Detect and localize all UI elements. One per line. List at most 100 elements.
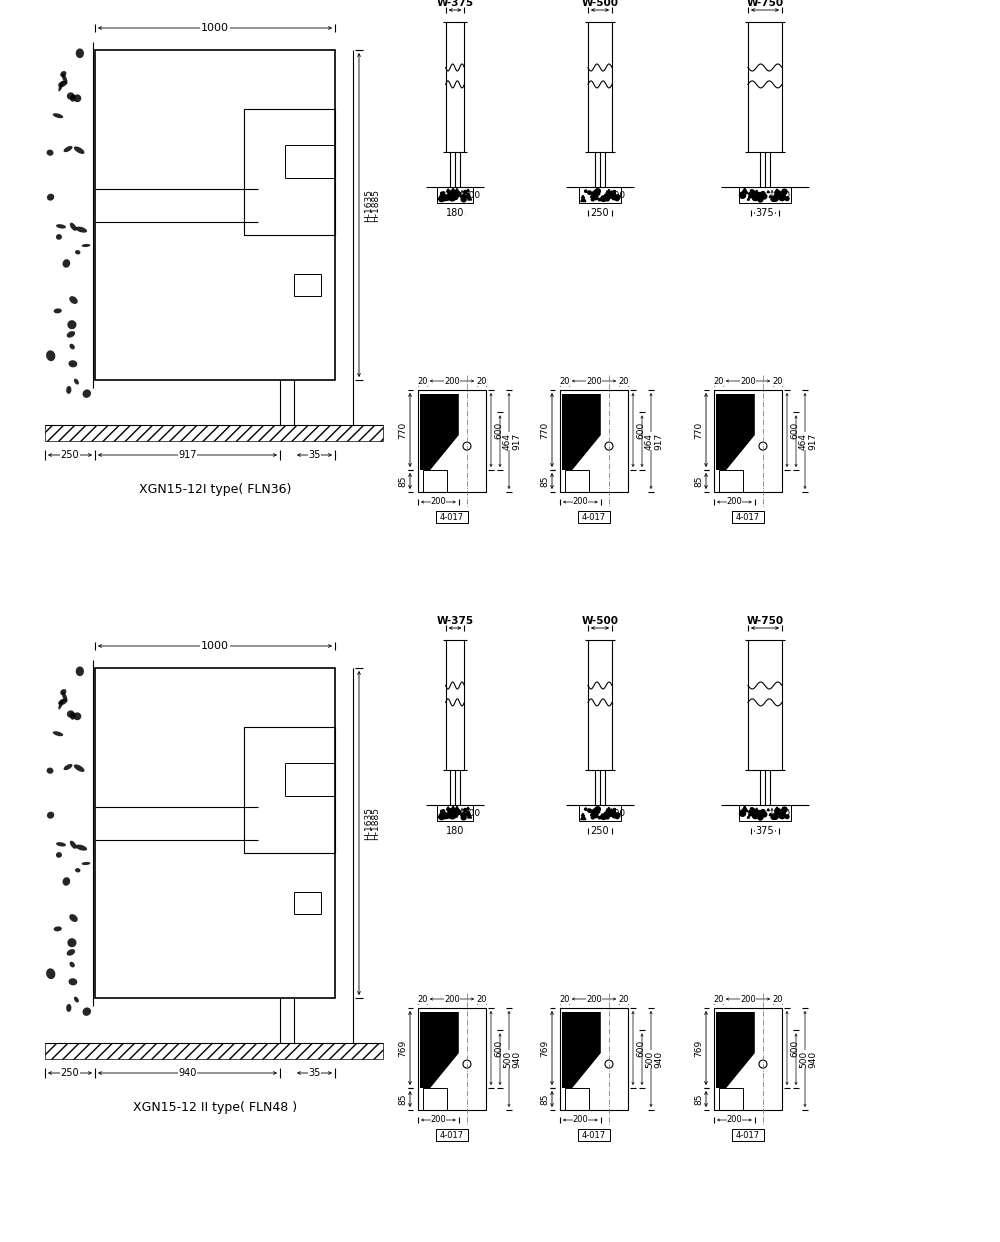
Text: 600: 600 <box>790 421 799 438</box>
Ellipse shape <box>58 81 64 92</box>
Polygon shape <box>605 194 607 195</box>
Ellipse shape <box>73 713 81 720</box>
Ellipse shape <box>69 344 75 349</box>
Ellipse shape <box>69 360 77 368</box>
Text: 20: 20 <box>476 376 487 385</box>
Bar <box>45 425 383 441</box>
Ellipse shape <box>60 689 66 696</box>
Ellipse shape <box>58 699 64 709</box>
Circle shape <box>592 191 596 196</box>
Ellipse shape <box>70 222 77 231</box>
Text: 464: 464 <box>645 432 654 450</box>
Ellipse shape <box>83 390 91 397</box>
Bar <box>436 1129 468 1141</box>
Polygon shape <box>581 195 584 197</box>
Ellipse shape <box>76 48 84 58</box>
Circle shape <box>607 199 609 201</box>
Polygon shape <box>446 807 450 810</box>
Polygon shape <box>447 812 450 815</box>
Polygon shape <box>748 810 751 812</box>
Polygon shape <box>600 815 605 818</box>
Polygon shape <box>748 193 751 195</box>
Circle shape <box>615 815 619 818</box>
Ellipse shape <box>46 350 55 361</box>
Bar <box>714 1009 782 1110</box>
Circle shape <box>601 196 606 201</box>
Circle shape <box>612 814 616 817</box>
Ellipse shape <box>47 768 53 774</box>
Text: 4-017: 4-017 <box>440 1130 464 1139</box>
Polygon shape <box>758 815 761 817</box>
Bar <box>578 1129 610 1141</box>
Bar <box>244 728 335 853</box>
Text: H-1885: H-1885 <box>371 806 380 840</box>
Circle shape <box>449 811 456 817</box>
Circle shape <box>757 811 763 816</box>
Circle shape <box>749 196 751 197</box>
Circle shape <box>450 814 453 817</box>
Polygon shape <box>781 807 786 811</box>
Polygon shape <box>451 806 456 811</box>
Ellipse shape <box>69 979 77 985</box>
Polygon shape <box>603 814 607 817</box>
Polygon shape <box>446 189 450 193</box>
Text: 500: 500 <box>503 1051 512 1068</box>
Bar <box>294 893 321 914</box>
Text: 35: 35 <box>308 1068 321 1078</box>
Text: 20: 20 <box>476 995 487 1004</box>
Ellipse shape <box>63 260 70 268</box>
Polygon shape <box>754 809 759 812</box>
Polygon shape <box>775 807 779 810</box>
Text: 4-017: 4-017 <box>440 513 464 522</box>
Polygon shape <box>444 195 448 199</box>
Text: 200: 200 <box>573 498 588 507</box>
Circle shape <box>775 194 778 196</box>
Text: 200: 200 <box>608 809 625 817</box>
Text: W-750: W-750 <box>746 0 784 7</box>
Polygon shape <box>467 189 469 191</box>
Circle shape <box>461 197 466 202</box>
Text: 464: 464 <box>799 432 808 450</box>
Polygon shape <box>614 196 616 199</box>
Bar <box>739 805 791 821</box>
Ellipse shape <box>67 320 76 329</box>
Text: 940: 940 <box>178 1068 197 1078</box>
Ellipse shape <box>67 949 75 955</box>
Text: 917: 917 <box>654 432 663 450</box>
Ellipse shape <box>47 149 53 155</box>
Circle shape <box>460 195 462 197</box>
Polygon shape <box>467 195 471 197</box>
Circle shape <box>741 194 743 196</box>
Polygon shape <box>447 815 449 816</box>
Text: 20: 20 <box>618 376 629 385</box>
Circle shape <box>771 815 776 820</box>
Ellipse shape <box>54 308 62 313</box>
Polygon shape <box>609 191 614 195</box>
Circle shape <box>749 814 751 816</box>
Ellipse shape <box>62 73 67 84</box>
Ellipse shape <box>58 81 67 87</box>
Circle shape <box>773 814 778 820</box>
Ellipse shape <box>73 94 81 102</box>
Text: 20: 20 <box>713 376 724 385</box>
Circle shape <box>609 194 614 197</box>
Text: 200: 200 <box>431 498 446 507</box>
Circle shape <box>460 814 462 815</box>
Circle shape <box>778 194 780 196</box>
Ellipse shape <box>46 969 55 979</box>
Circle shape <box>466 195 467 197</box>
Circle shape <box>750 190 752 191</box>
Circle shape <box>785 815 789 818</box>
Circle shape <box>750 807 752 810</box>
Text: 4-017: 4-017 <box>736 513 760 522</box>
Circle shape <box>453 810 457 815</box>
Circle shape <box>611 811 616 816</box>
Text: 250: 250 <box>61 450 79 460</box>
Circle shape <box>780 814 785 818</box>
Polygon shape <box>781 189 786 193</box>
Bar <box>437 805 473 821</box>
Circle shape <box>443 197 445 200</box>
Polygon shape <box>447 196 449 197</box>
Ellipse shape <box>47 812 54 818</box>
Ellipse shape <box>64 147 72 153</box>
